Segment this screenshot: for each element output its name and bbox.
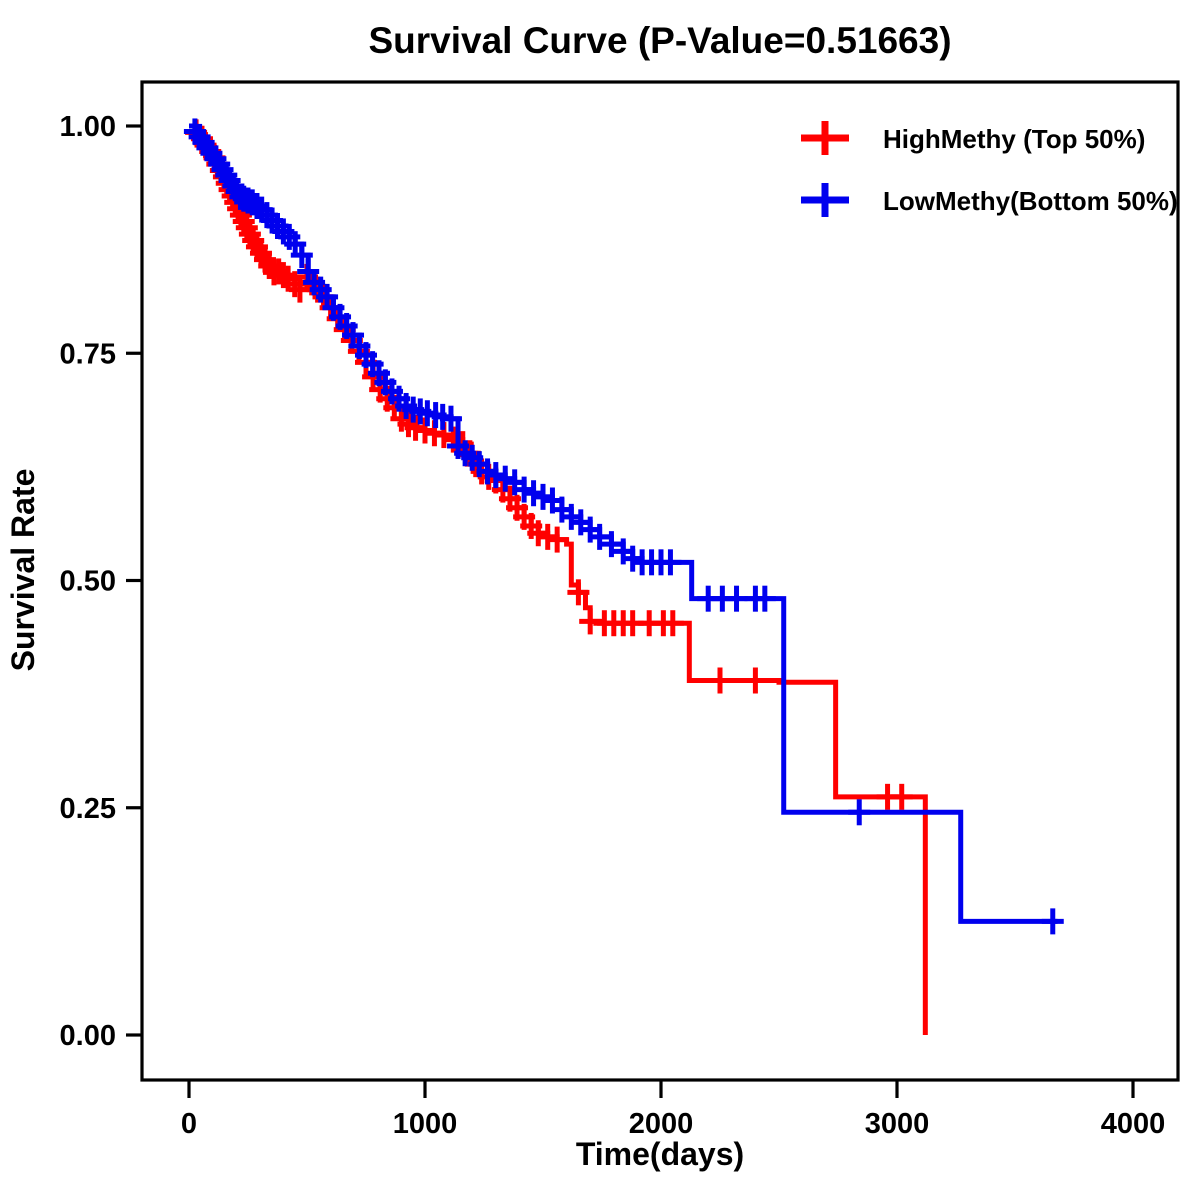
legend-item-label: LowMethy(Bottom 50%) xyxy=(883,186,1178,216)
legend-item[interactable]: LowMethy(Bottom 50%) xyxy=(801,183,1178,217)
y-tick-label: 0.50 xyxy=(60,566,116,598)
x-axis-ticks: 0 1000 2000 3000 4000 xyxy=(181,1080,1165,1140)
x-tick-label: 1000 xyxy=(393,1108,458,1140)
chart-legend: HighMethy (Top 50%) LowMethy(Bottom 50%) xyxy=(801,121,1178,217)
y-tick-label: 0.75 xyxy=(60,338,116,370)
x-tick-label: 0 xyxy=(181,1108,197,1140)
censor-marks-group xyxy=(183,118,1064,935)
y-tick-label: 1.00 xyxy=(60,111,116,143)
survival-curves-layer xyxy=(183,118,1064,1035)
x-tick-label: 2000 xyxy=(629,1108,694,1140)
y-axis-label: Survival Rate xyxy=(5,469,41,672)
survival-series xyxy=(183,118,1064,935)
y-tick-label: 0.25 xyxy=(60,793,116,825)
legend-item-label: HighMethy (Top 50%) xyxy=(883,124,1145,154)
y-tick-label: 0.00 xyxy=(60,1020,116,1052)
y-axis-ticks: 0.00 0.25 0.50 0.75 1.00 xyxy=(60,111,142,1052)
x-tick-label: 3000 xyxy=(865,1108,930,1140)
x-tick-label: 4000 xyxy=(1101,1108,1166,1140)
legend-item[interactable]: HighMethy (Top 50%) xyxy=(801,121,1145,155)
chart-title: Survival Curve (P-Value=0.51663) xyxy=(368,20,951,61)
x-axis-label: Time(days) xyxy=(576,1136,744,1172)
